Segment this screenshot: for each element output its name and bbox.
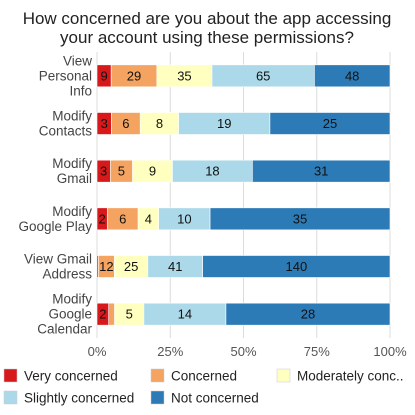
category-label-line: Info <box>69 83 92 98</box>
bar-data-label: 35 <box>177 68 191 83</box>
legend-swatch <box>150 368 165 383</box>
category-label-line: Personal <box>39 68 92 83</box>
bar-data-label: 3 <box>101 116 108 131</box>
x-tick-label: 0% <box>88 344 107 359</box>
bar-segment <box>108 302 115 326</box>
bar-data-label: 14 <box>178 307 192 322</box>
bar-data-label: 41 <box>168 259 182 274</box>
category-label-line: Google Play <box>18 219 92 234</box>
bar-segment <box>252 159 391 183</box>
bar-data-label: 65 <box>256 68 270 83</box>
bar-data-label: 9 <box>149 164 156 179</box>
category-label-line: Calendar <box>37 322 92 337</box>
category-label-line: Address <box>42 267 92 282</box>
legend-swatch <box>150 390 165 405</box>
category-label-line: View <box>63 53 92 68</box>
category-label-line: Gmail <box>57 171 92 186</box>
bar-data-label: 3 <box>100 164 107 179</box>
legend-label: Moderately conc.. <box>297 369 404 384</box>
bar-data-label: 8 <box>156 116 163 131</box>
bar-data-label: 29 <box>127 68 141 83</box>
bar-data-label: 5 <box>126 307 133 322</box>
category-label-line: View Gmail <box>24 252 92 267</box>
legend-label: Concerned <box>171 369 237 384</box>
category-label-line: Modify <box>52 292 92 307</box>
x-tick-label: 50% <box>230 344 256 359</box>
legend-swatch <box>3 368 18 383</box>
category-label-line: Modify <box>52 109 92 124</box>
bar-data-label: 6 <box>119 211 126 226</box>
bar-segment <box>202 255 391 278</box>
legend-label: Not concerned <box>171 391 259 406</box>
category-label-line: Modify <box>52 156 92 171</box>
bar-segment <box>209 207 391 231</box>
bar-data-label: 31 <box>314 164 328 179</box>
bar-segment <box>314 64 391 88</box>
legend-label: Very concerned <box>24 369 118 384</box>
bar-data-label: 18 <box>205 164 219 179</box>
bar-data-label: 28 <box>301 307 315 322</box>
bar-data-label: 5 <box>118 164 125 179</box>
bar-data-label: 35 <box>293 211 307 226</box>
bar-data-label: 6 <box>122 116 129 131</box>
category-label-line: Contacts <box>39 124 93 139</box>
bar-data-label: 140 <box>285 259 307 274</box>
legend-swatch <box>276 368 291 383</box>
bar-data-label: 4 <box>145 211 152 226</box>
bar-data-label: 12 <box>99 259 113 274</box>
bar-data-label: 48 <box>345 68 359 83</box>
bar-data-label: 2 <box>99 307 106 322</box>
category-label-line: Modify <box>52 204 92 219</box>
bar-data-label: 2 <box>99 211 106 226</box>
category-label-line: Google <box>48 307 92 322</box>
bar-data-label: 25 <box>323 116 337 131</box>
bar-segment <box>269 112 391 135</box>
x-tick-label: 25% <box>157 344 183 359</box>
bar-data-label: 25 <box>124 259 138 274</box>
legend-label: Slightly concerned <box>24 391 134 406</box>
x-tick-label: 100% <box>373 344 407 359</box>
bar-data-label: 19 <box>217 116 231 131</box>
bar-segment <box>225 302 391 326</box>
x-tick-label: 75% <box>304 344 330 359</box>
legend-swatch <box>3 390 18 405</box>
bar-data-label: 10 <box>177 211 191 226</box>
chart-title-line: your account using these permissions? <box>60 28 354 47</box>
bar-data-label: 9 <box>100 68 107 83</box>
chart-title-line: How concerned are you about the app acce… <box>23 9 392 28</box>
